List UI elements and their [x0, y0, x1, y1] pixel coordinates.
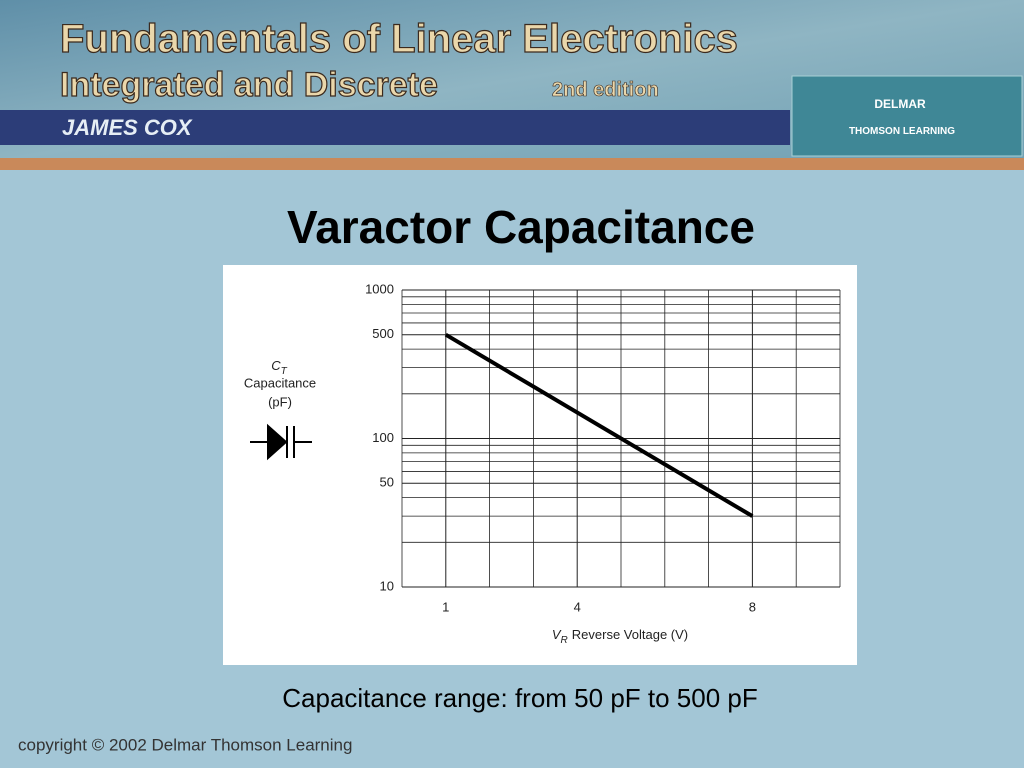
y-tick-label: 50: [380, 475, 394, 490]
y-tick-label: 100: [372, 430, 394, 445]
header-edition: 2nd edition: [552, 79, 659, 101]
publisher-box: [791, 75, 1023, 157]
y-tick-label: 500: [372, 326, 394, 341]
x-tick-label: 8: [749, 599, 756, 614]
publisher-sub: THOMSON LEARNING: [849, 126, 955, 137]
x-label-subscript: R: [561, 635, 568, 646]
author-band: [0, 110, 790, 145]
y-label-line: (pF): [268, 394, 292, 409]
y-label: CT: [271, 358, 287, 376]
varactor-symbol: [250, 423, 312, 461]
y-tick-label: 10: [380, 578, 394, 593]
data-line: [444, 332, 754, 518]
x-tick-label: 4: [574, 599, 581, 614]
footer: copyright © 2002 Delmar Thomson Learning: [18, 735, 352, 754]
header-author: JAMES COX: [62, 115, 193, 140]
chart: CT Capacitance (pF) VR Reverse Voltage (V…: [244, 281, 841, 646]
y-label-subscript: T: [281, 366, 288, 377]
x-label-text: Reverse Voltage (V): [572, 627, 688, 642]
header-subtitle: Integrated and Discrete: [60, 66, 438, 104]
header-title: Fundamentals of Linear Electronics: [60, 17, 738, 61]
y-label-symbol: C: [271, 358, 281, 373]
x-tick-label: 1: [442, 599, 449, 614]
caption: Capacitance range: from 50 pF to 500 pF: [282, 683, 758, 713]
slide-title: Varactor Capacitance: [287, 201, 755, 253]
y-tick-label: 1000: [365, 281, 394, 296]
chart-panel: [223, 265, 857, 665]
publisher: DELMAR: [874, 97, 926, 111]
x-label-symbol: V: [552, 627, 562, 642]
header-stripe: [0, 158, 1024, 170]
y-label-line: Capacitance: [244, 375, 316, 390]
x-label: VR Reverse Voltage (V): [552, 627, 688, 645]
